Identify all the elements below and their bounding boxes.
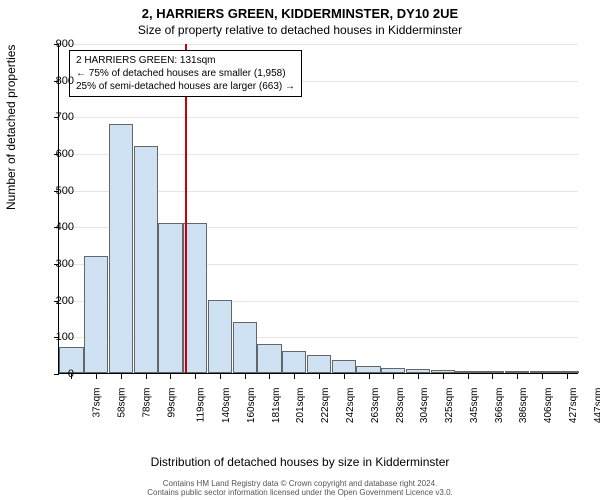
histogram-bar bbox=[257, 344, 281, 373]
x-tick-label: 140sqm bbox=[221, 388, 232, 424]
histogram-bar bbox=[208, 300, 232, 373]
y-tick-label: 900 bbox=[34, 38, 74, 50]
footer-line-1: Contains HM Land Registry data © Crown c… bbox=[0, 479, 600, 489]
histogram-bar bbox=[530, 371, 554, 373]
x-axis-title: Distribution of detached houses by size … bbox=[0, 455, 600, 469]
y-tick-label: 200 bbox=[34, 295, 74, 307]
x-tick-label: 58sqm bbox=[117, 388, 128, 418]
x-tick-label: 119sqm bbox=[196, 388, 207, 423]
x-tick-label: 386sqm bbox=[518, 388, 529, 424]
chart-subtitle: Size of property relative to detached ho… bbox=[0, 21, 600, 37]
y-tick-label: 0 bbox=[34, 368, 74, 380]
x-tick-mark bbox=[294, 374, 295, 379]
x-tick-mark bbox=[195, 374, 196, 379]
histogram-bar bbox=[406, 369, 430, 373]
x-tick-label: 366sqm bbox=[494, 388, 505, 424]
y-tick-label: 100 bbox=[34, 331, 74, 343]
annotation-line: 25% of semi-detached houses are larger (… bbox=[76, 80, 295, 93]
x-tick-label: 78sqm bbox=[141, 388, 152, 418]
x-tick-mark bbox=[468, 374, 469, 379]
x-tick-mark bbox=[393, 374, 394, 379]
histogram-bar bbox=[455, 371, 479, 373]
x-tick-mark bbox=[567, 374, 568, 379]
address-title: 2, HARRIERS GREEN, KIDDERMINSTER, DY10 2… bbox=[0, 0, 600, 21]
x-tick-label: 304sqm bbox=[419, 388, 430, 424]
histogram-bar bbox=[307, 355, 331, 373]
x-tick-mark bbox=[418, 374, 419, 379]
histogram-bar bbox=[233, 322, 257, 373]
histogram-bar bbox=[480, 371, 504, 373]
x-tick-mark bbox=[369, 374, 370, 379]
x-tick-label: 406sqm bbox=[543, 388, 554, 424]
x-tick-mark bbox=[220, 374, 221, 379]
footer-line-2: Contains public sector information licen… bbox=[0, 488, 600, 498]
histogram-bar bbox=[431, 370, 455, 373]
y-tick-label: 400 bbox=[34, 221, 74, 233]
histogram-bar bbox=[134, 146, 158, 373]
x-tick-mark bbox=[517, 374, 518, 379]
x-tick-mark bbox=[146, 374, 147, 379]
x-tick-mark bbox=[492, 374, 493, 379]
x-tick-label: 242sqm bbox=[345, 388, 356, 424]
x-tick-label: 99sqm bbox=[166, 388, 177, 418]
x-tick-label: 345sqm bbox=[469, 388, 480, 424]
x-tick-mark bbox=[245, 374, 246, 379]
footer-attribution: Contains HM Land Registry data © Crown c… bbox=[0, 479, 600, 498]
histogram-bar bbox=[84, 256, 108, 373]
y-tick-label: 300 bbox=[34, 258, 74, 270]
y-tick-label: 800 bbox=[34, 75, 74, 87]
x-tick-label: 201sqm bbox=[296, 388, 307, 424]
y-axis-title: Number of detached properties bbox=[4, 45, 18, 210]
x-tick-mark bbox=[344, 374, 345, 379]
x-tick-mark bbox=[443, 374, 444, 379]
x-tick-mark bbox=[121, 374, 122, 379]
gridline bbox=[59, 44, 578, 45]
y-tick-label: 600 bbox=[34, 148, 74, 160]
x-tick-label: 222sqm bbox=[320, 388, 331, 424]
x-tick-label: 325sqm bbox=[444, 388, 455, 424]
histogram-bar bbox=[109, 124, 133, 373]
histogram-bar bbox=[381, 368, 405, 374]
gridline bbox=[59, 117, 578, 118]
histogram-bar bbox=[158, 223, 182, 373]
histogram-bar bbox=[282, 351, 306, 373]
x-tick-label: 447sqm bbox=[593, 388, 600, 424]
x-tick-mark bbox=[542, 374, 543, 379]
x-tick-label: 263sqm bbox=[370, 388, 381, 424]
plot-area: 2 HARRIERS GREEN: 131sqm← 75% of detache… bbox=[58, 44, 578, 374]
annotation-line: 2 HARRIERS GREEN: 131sqm bbox=[76, 54, 295, 67]
histogram-bar bbox=[332, 360, 356, 373]
x-tick-mark bbox=[96, 374, 97, 379]
histogram-bar bbox=[356, 366, 380, 373]
y-tick-label: 700 bbox=[34, 111, 74, 123]
y-tick-label: 500 bbox=[34, 185, 74, 197]
x-tick-mark bbox=[269, 374, 270, 379]
x-tick-mark bbox=[170, 374, 171, 379]
x-tick-label: 37sqm bbox=[92, 388, 103, 418]
x-tick-label: 283sqm bbox=[395, 388, 406, 424]
chart-container: 2 HARRIERS GREEN: 131sqm← 75% of detache… bbox=[58, 44, 578, 414]
histogram-bar bbox=[505, 371, 529, 373]
x-tick-label: 181sqm bbox=[271, 388, 282, 424]
histogram-bar bbox=[554, 371, 578, 373]
x-tick-label: 160sqm bbox=[246, 388, 257, 424]
x-tick-label: 427sqm bbox=[568, 388, 579, 424]
annotation-box: 2 HARRIERS GREEN: 131sqm← 75% of detache… bbox=[69, 50, 302, 97]
x-tick-mark bbox=[319, 374, 320, 379]
annotation-line: ← 75% of detached houses are smaller (1,… bbox=[76, 67, 295, 80]
